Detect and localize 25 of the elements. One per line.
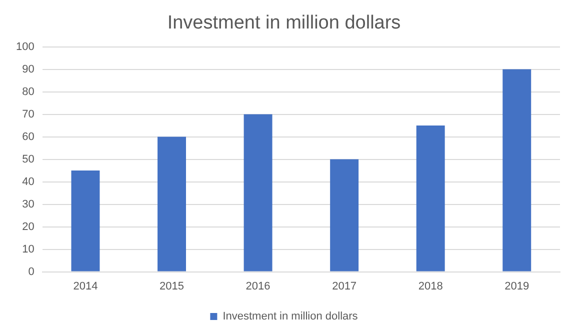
y-tick-label: 70 xyxy=(22,108,34,120)
y-tick-label: 100 xyxy=(16,40,34,53)
legend-label: Investment in million dollars xyxy=(222,310,358,323)
x-tick-label: 2016 xyxy=(246,280,270,292)
y-tick-label: 10 xyxy=(22,243,34,256)
y-tick-label: 50 xyxy=(22,153,34,166)
y-tick-label: 20 xyxy=(22,220,34,233)
x-tick-label: 2014 xyxy=(73,280,98,292)
bar xyxy=(330,159,359,272)
x-tick-label: 2015 xyxy=(160,280,184,292)
bar xyxy=(158,136,186,272)
x-tick-label: 2017 xyxy=(332,280,357,292)
bar xyxy=(502,69,532,272)
y-tick-label: 30 xyxy=(22,198,34,210)
y-tick-label: 80 xyxy=(22,86,34,98)
y-tick-label: 0 xyxy=(28,266,34,278)
bar xyxy=(244,114,272,272)
y-tick-label: 40 xyxy=(22,176,34,188)
chart-title: Investment in million dollars xyxy=(167,12,401,34)
bar xyxy=(416,126,445,272)
x-tick-label: 2019 xyxy=(504,280,530,292)
x-tick-label: 2018 xyxy=(418,280,443,292)
bar xyxy=(71,170,100,272)
y-tick-label: 90 xyxy=(22,63,34,76)
y-tick-label: 60 xyxy=(22,130,34,143)
